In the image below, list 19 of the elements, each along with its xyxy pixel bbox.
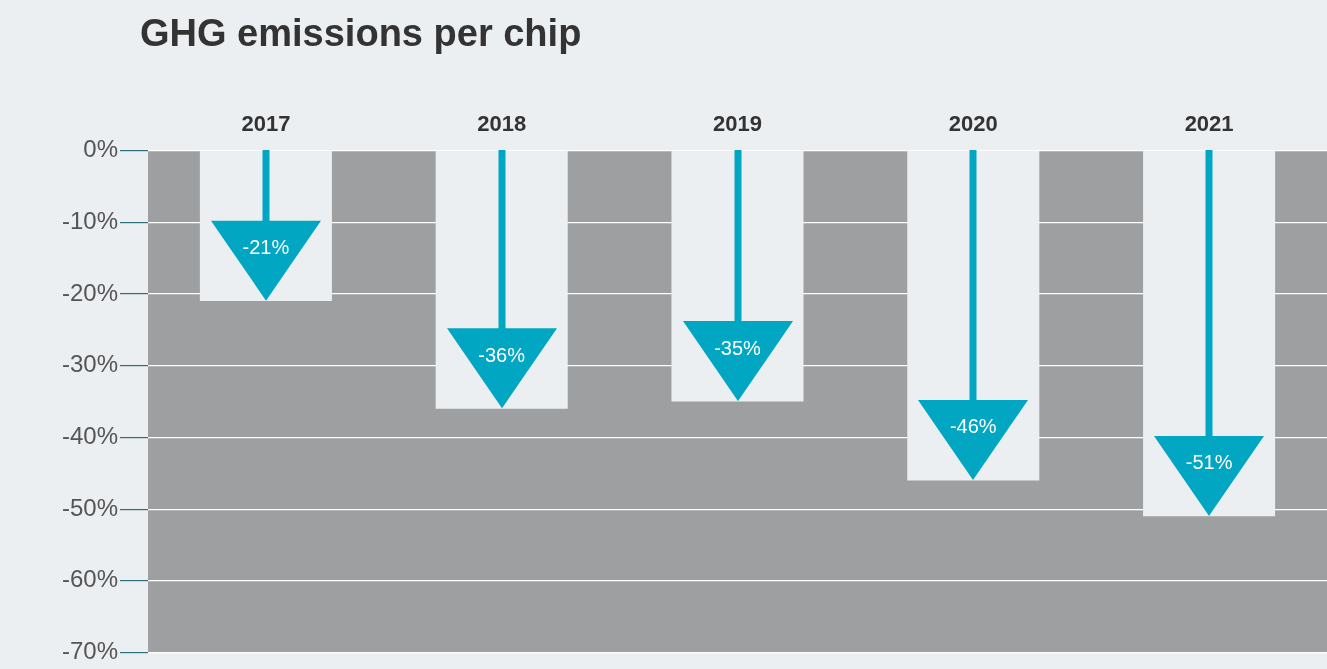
y-tick-label: -10% [61,206,118,234]
y-tick-label: -60% [61,565,118,593]
y-tick-label: -70% [61,637,118,665]
y-tick-label: 0% [83,135,118,163]
y-tick-label: -30% [61,350,118,378]
x-tick-label: 2017 [241,111,291,137]
x-tick-label: 2019 [713,111,762,137]
data-label: -21% [242,235,290,259]
y-tick-label: -20% [61,278,118,306]
chart-title: GHG emissions per chip [140,12,582,55]
x-tick-label: 2018 [477,111,527,137]
x-tick-label: 2020 [948,111,998,137]
y-tick-label: -40% [61,422,118,449]
x-tick-label: 2021 [1184,111,1234,137]
y-tick-label: -50% [61,493,118,521]
data-label: -46% [949,414,997,438]
data-label: -51% [1185,450,1233,474]
data-label: -36% [478,343,526,367]
data-label: -35% [714,336,761,359]
